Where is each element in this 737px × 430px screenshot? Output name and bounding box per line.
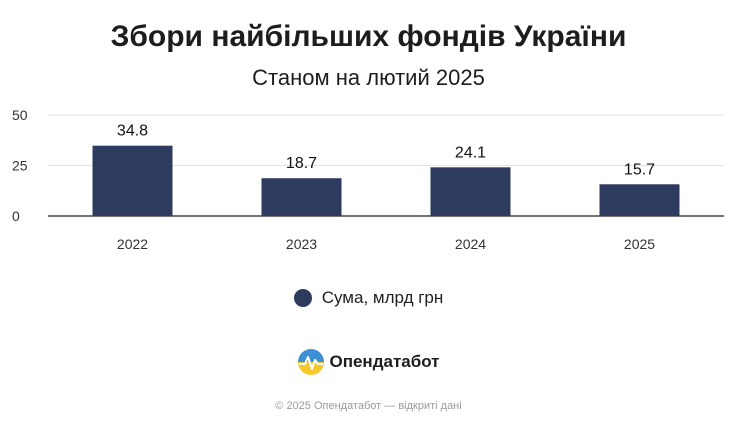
- x-tick-label: 2025: [624, 236, 655, 252]
- opendatabot-logo-icon: [298, 349, 325, 375]
- bar-chart: 0 25 50 34.8 18.7 24.1 15.7 2022 2023 2024 2025: [12, 107, 724, 252]
- brand: Опендатабот: [0, 348, 737, 376]
- data-label: 15.7: [624, 161, 655, 178]
- footer-text: © 2025 Опендатабот — відкриті дані: [275, 400, 462, 412]
- data-label: 34.8: [117, 123, 148, 140]
- chart-subtitle: Станом на лютий 2025: [252, 65, 485, 90]
- bar: [599, 184, 680, 216]
- legend-swatch: [293, 289, 312, 307]
- bar: [430, 167, 511, 216]
- x-tick-label: 2023: [286, 236, 317, 252]
- x-tick-label: 2022: [117, 236, 148, 252]
- y-tick-label: 25: [12, 158, 28, 174]
- data-label: 18.7: [286, 155, 317, 172]
- brand-name: Опендатабот: [329, 352, 440, 371]
- y-tick-label: 50: [12, 107, 28, 123]
- bar: [92, 145, 173, 216]
- bar: [261, 178, 342, 216]
- chart-title: Збори найбільших фондів України: [110, 20, 627, 53]
- y-tick-label: 0: [12, 208, 20, 224]
- data-label: 24.1: [455, 144, 486, 161]
- legend: Сума, млрд грн: [0, 288, 737, 308]
- x-tick-label: 2024: [455, 236, 486, 252]
- legend-label: Сума, млрд грн: [321, 288, 444, 307]
